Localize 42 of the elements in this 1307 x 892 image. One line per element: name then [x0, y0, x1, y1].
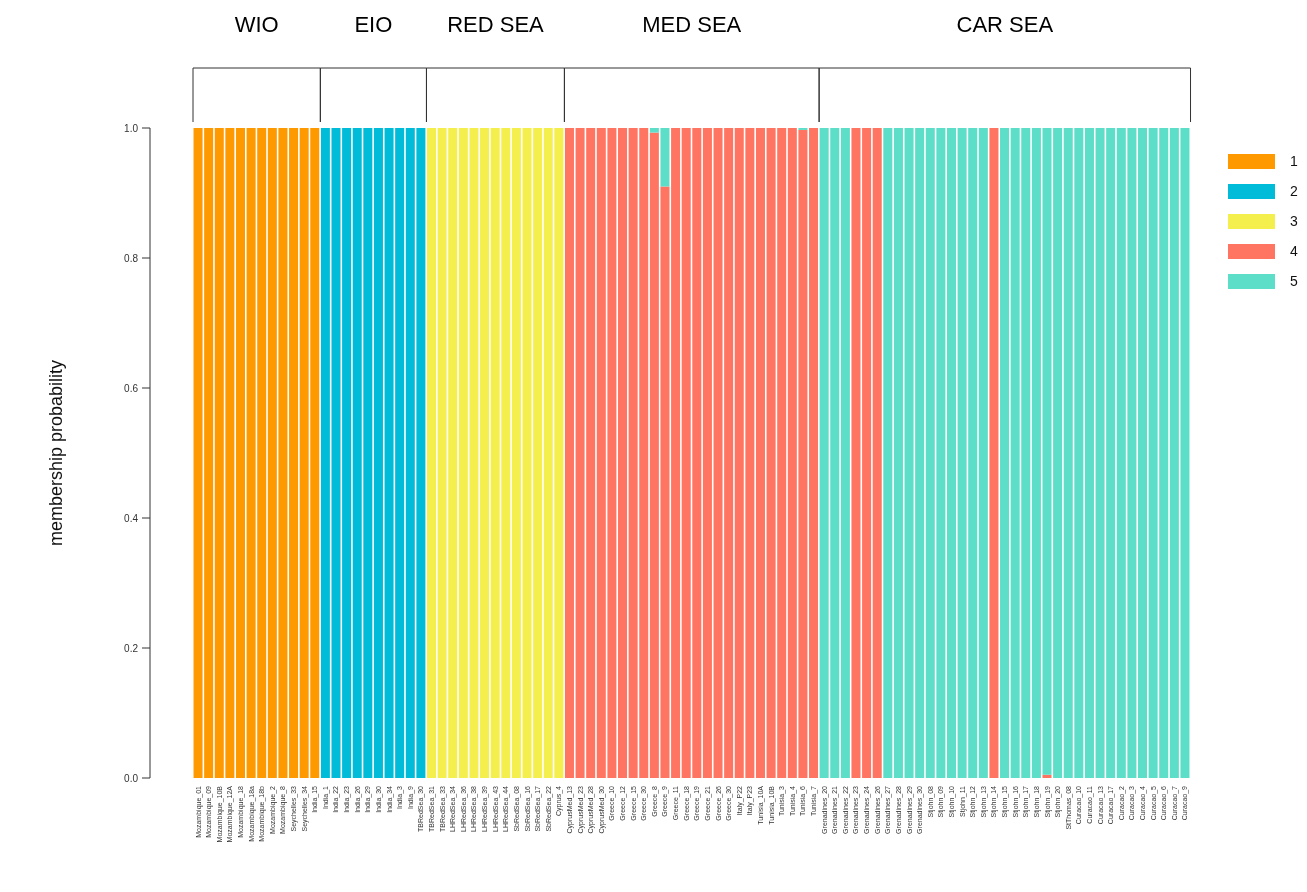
text: MED SEA	[642, 12, 742, 37]
y-tick-label: 0.8	[124, 252, 139, 264]
y-axis-title: membership probability	[46, 359, 66, 547]
bar	[872, 128, 882, 778]
bar	[1084, 128, 1094, 778]
legend-label: 5	[1290, 273, 1298, 289]
bar	[862, 128, 872, 778]
bar	[564, 128, 574, 778]
bar	[702, 128, 712, 778]
bar	[289, 128, 299, 778]
y-tick-label: 0.2	[124, 642, 139, 654]
legend-label: 3	[1290, 213, 1298, 229]
bar	[989, 128, 999, 778]
bar	[1138, 128, 1148, 778]
bar	[480, 128, 490, 778]
bar	[851, 128, 861, 778]
text: EIO	[354, 12, 393, 37]
bar	[235, 128, 245, 778]
bar	[671, 128, 681, 778]
text: CAR SEA	[956, 12, 1054, 37]
bar	[946, 128, 957, 778]
y-tick-label: 0.4	[124, 512, 139, 524]
legend-label: 4	[1290, 243, 1298, 259]
text: RED SEA	[447, 12, 545, 37]
bar	[618, 128, 628, 778]
bar	[755, 128, 765, 778]
bar	[883, 128, 893, 778]
bar	[427, 128, 437, 778]
bar	[809, 128, 819, 778]
y-tick-label: 0.6	[124, 382, 139, 394]
legend-label: 1	[1290, 153, 1298, 169]
text: WIO	[234, 12, 279, 37]
bar	[373, 128, 383, 778]
bar	[1042, 774, 1052, 778]
legend-label: 2	[1290, 183, 1298, 199]
y-tick-label: 1.0	[124, 122, 139, 134]
y-tick-label: 0.0	[124, 772, 139, 784]
bar	[511, 128, 521, 778]
bar	[1000, 128, 1010, 778]
bar	[840, 128, 850, 778]
bar	[978, 128, 988, 778]
bar	[893, 128, 903, 778]
